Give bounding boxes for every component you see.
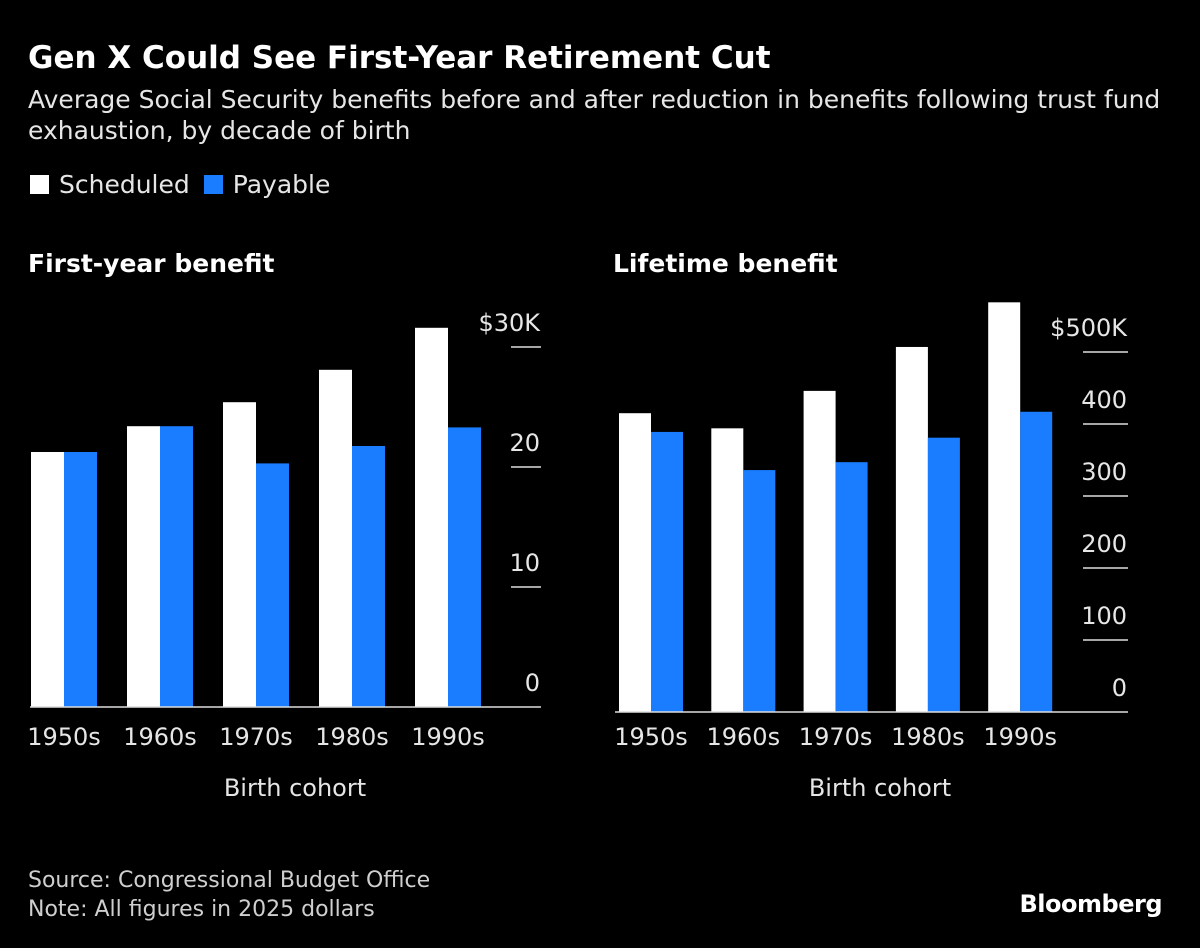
y-tick-label: 0 — [525, 669, 540, 697]
x-tick-label: 1960s — [707, 723, 781, 751]
bar — [31, 452, 64, 707]
bar — [711, 428, 744, 712]
bar — [223, 402, 256, 707]
x-tick-label: 1980s — [891, 723, 965, 751]
title: Gen X Could See First-Year Retirement Cu… — [28, 40, 771, 76]
legend-swatch — [30, 175, 49, 194]
x-axis-title: Birth cohort — [224, 774, 366, 802]
bar — [743, 470, 776, 712]
bar — [127, 426, 160, 707]
legend: Scheduled Payable — [30, 170, 330, 199]
bar — [651, 431, 683, 712]
bar — [927, 437, 960, 712]
x-tick-label: 1960s — [123, 723, 197, 751]
bar — [988, 302, 1021, 712]
chart-title: Lifetime benefit — [613, 249, 838, 278]
bar — [895, 346, 928, 712]
y-tick-label: $500K — [1050, 314, 1128, 342]
bar — [835, 462, 868, 712]
y-tick-label: 400 — [1081, 386, 1127, 414]
bar — [448, 427, 481, 707]
chart-title: First-year benefit — [28, 249, 274, 278]
legend-item: Scheduled — [30, 170, 190, 199]
x-tick-label: 1970s — [799, 723, 873, 751]
bar — [319, 369, 352, 707]
y-tick-label: 200 — [1081, 530, 1127, 558]
x-tick-label: 1980s — [315, 723, 389, 751]
legend-item: Payable — [203, 170, 331, 199]
bar — [1020, 411, 1053, 712]
legend-label: Scheduled — [59, 170, 190, 199]
note: Note: All figures in 2025 dollars — [28, 897, 375, 922]
bar — [415, 327, 448, 707]
y-tick-label: 300 — [1081, 458, 1127, 486]
y-tick-label: 0 — [1112, 674, 1127, 702]
y-tick-label: 10 — [509, 549, 540, 577]
brand: Bloomberg — [1019, 890, 1163, 918]
bar — [352, 446, 385, 707]
y-tick-label: 20 — [509, 429, 540, 457]
bar — [160, 426, 193, 707]
x-tick-label: 1950s — [27, 723, 101, 751]
bar — [803, 390, 836, 712]
legend-label: Payable — [232, 170, 331, 199]
x-tick-label: 1990s — [411, 723, 485, 751]
bar — [256, 463, 289, 707]
x-tick-label: 1950s — [614, 723, 688, 751]
x-axis-title: Birth cohort — [809, 774, 951, 802]
x-tick-label: 1970s — [219, 723, 293, 751]
subtitle: Average Social Security benefits before … — [28, 85, 1161, 145]
source: Source: Congressional Budget Office — [28, 868, 431, 893]
y-tick-label: $30K — [478, 309, 541, 337]
bar — [64, 452, 97, 707]
legend-swatch — [203, 175, 223, 194]
x-tick-label: 1990s — [983, 723, 1057, 751]
bar — [619, 413, 651, 712]
y-tick-label: 100 — [1081, 602, 1127, 630]
